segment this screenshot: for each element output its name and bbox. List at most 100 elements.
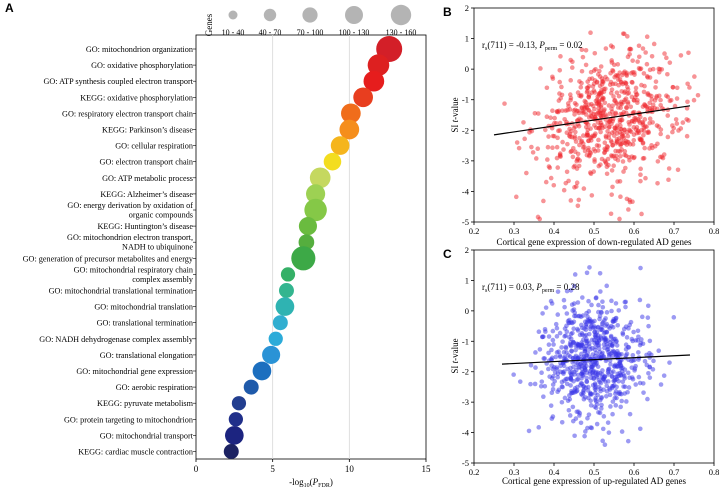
scatter-point bbox=[598, 129, 603, 135]
x-tick-label: 0.4 bbox=[549, 467, 560, 477]
scatter-point bbox=[639, 137, 644, 143]
bubble bbox=[278, 283, 294, 298]
scatter-point bbox=[618, 153, 623, 159]
scatter-point bbox=[596, 99, 602, 105]
scatter-point bbox=[550, 366, 556, 372]
scatter-point bbox=[592, 340, 597, 346]
scatter-point bbox=[609, 58, 614, 63]
scatter-point bbox=[671, 315, 677, 320]
scatter-point bbox=[635, 59, 640, 64]
scatter-point bbox=[593, 295, 599, 301]
scatter-point bbox=[528, 381, 533, 387]
scatter-point bbox=[600, 426, 606, 432]
scatter-point bbox=[571, 145, 576, 151]
scatter-point bbox=[524, 170, 529, 176]
scatter-point bbox=[557, 354, 563, 360]
scatter-point bbox=[596, 338, 602, 344]
scatter-point bbox=[578, 420, 584, 426]
scatter-point bbox=[553, 321, 559, 327]
scatter-point bbox=[667, 360, 672, 365]
scatter-point bbox=[614, 100, 619, 105]
bubble bbox=[268, 331, 283, 346]
scatter-point bbox=[541, 394, 546, 399]
scatter-point bbox=[581, 133, 586, 138]
x-tick-label: 0.5 bbox=[589, 226, 600, 236]
category-label: KEGG: cardiac muscle contraction bbox=[78, 448, 193, 457]
scatter-point bbox=[645, 130, 650, 135]
scatter-point bbox=[592, 133, 597, 138]
scatter-point bbox=[692, 74, 697, 79]
scatter-point bbox=[574, 377, 580, 382]
scatter-point bbox=[581, 186, 587, 191]
scatter-point bbox=[586, 298, 591, 304]
scatter-point bbox=[627, 46, 633, 52]
scatter-point bbox=[533, 350, 538, 355]
scatter-point bbox=[550, 108, 555, 114]
scatter-point bbox=[647, 75, 653, 80]
bubble bbox=[252, 361, 272, 381]
y-tick-label: -2 bbox=[462, 367, 469, 377]
scatter-point bbox=[647, 364, 652, 370]
scatter-point bbox=[610, 67, 615, 73]
scatter-point bbox=[586, 138, 592, 144]
scatter-point bbox=[550, 414, 556, 419]
scatter-point bbox=[654, 95, 659, 100]
scatter-point bbox=[582, 365, 587, 370]
scatter-point bbox=[572, 313, 577, 319]
panel-c-ylabel: SI t-value bbox=[450, 338, 460, 373]
scatter-point bbox=[611, 133, 617, 138]
scatter-point bbox=[684, 133, 690, 139]
scatter-point bbox=[687, 85, 692, 90]
scatter-point bbox=[588, 346, 593, 352]
scatter-point bbox=[613, 389, 619, 394]
scatter-point bbox=[557, 79, 563, 85]
panel-b-fit-line bbox=[493, 105, 691, 136]
scatter-point bbox=[631, 132, 637, 137]
x-tick-label: 0.5 bbox=[589, 467, 600, 477]
scatter-point bbox=[625, 101, 631, 106]
category-label: KEGG: pyruvate metabolism bbox=[97, 399, 194, 408]
scatter-point bbox=[675, 167, 681, 173]
scatter-point bbox=[656, 124, 661, 129]
scatter-point bbox=[642, 145, 647, 151]
scatter-point bbox=[586, 412, 592, 417]
scatter-point bbox=[631, 98, 637, 103]
scatter-point bbox=[545, 157, 550, 162]
scatter-point bbox=[627, 51, 632, 57]
scatter-point bbox=[617, 360, 623, 365]
scatter-point bbox=[638, 166, 643, 172]
scatter-point bbox=[581, 337, 586, 342]
scatter-point bbox=[618, 142, 623, 148]
scatter-point bbox=[598, 64, 604, 69]
scatter-point bbox=[516, 145, 522, 151]
scatter-point bbox=[625, 133, 631, 139]
bubble bbox=[306, 184, 326, 204]
scatter-point bbox=[598, 386, 603, 392]
scatter-point bbox=[589, 135, 594, 140]
scatter-point bbox=[558, 369, 563, 375]
scatter-point bbox=[620, 159, 626, 164]
scatter-point bbox=[645, 396, 650, 402]
category-label: GO: generation of precursor metabolites … bbox=[23, 254, 194, 263]
scatter-point bbox=[604, 389, 610, 394]
scatter-point bbox=[638, 178, 643, 184]
scatter-point bbox=[564, 311, 570, 316]
scatter-point bbox=[603, 394, 609, 399]
scatter-point bbox=[601, 335, 607, 341]
scatter-point bbox=[645, 315, 651, 320]
scatter-point bbox=[629, 375, 635, 380]
scatter-point bbox=[594, 143, 600, 148]
scatter-point bbox=[571, 326, 577, 331]
scatter-point bbox=[614, 384, 619, 390]
scatter-point bbox=[565, 107, 570, 113]
scatter-point bbox=[568, 149, 574, 155]
scatter-point bbox=[597, 83, 603, 89]
scatter-point bbox=[614, 90, 620, 95]
scatter-point bbox=[567, 413, 573, 418]
scatter-point bbox=[623, 165, 628, 171]
scatter-point bbox=[579, 371, 585, 377]
scatter-point bbox=[614, 137, 620, 142]
scatter-point bbox=[620, 81, 625, 87]
scatter-point bbox=[606, 430, 612, 435]
scatter-point bbox=[563, 344, 569, 350]
